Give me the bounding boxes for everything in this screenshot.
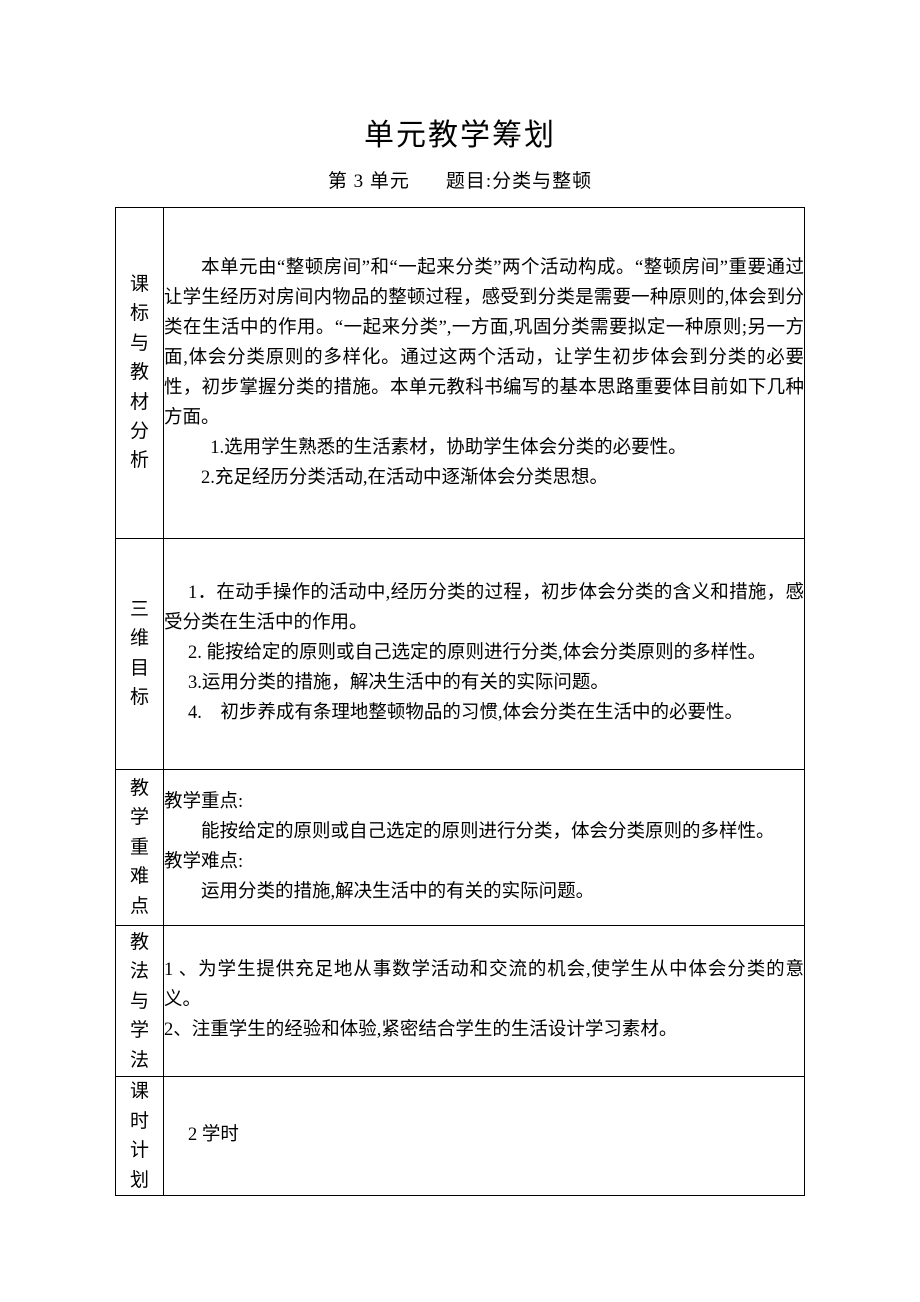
row-label-char: 分 xyxy=(116,417,163,446)
row-label-char: 学 xyxy=(116,1016,163,1045)
content-paragraph: 本单元由“整顿房间”和“一起来分类”两个活动构成。“整顿房间”重要通过让学生经历… xyxy=(164,254,804,434)
plan-table: 课标与教材分析本单元由“整顿房间”和“一起来分类”两个活动构成。“整顿房间”重要… xyxy=(115,207,805,1196)
row-label-char: 重 xyxy=(116,833,163,862)
row-label-char: 维 xyxy=(116,624,163,653)
content-paragraph: 教学重点: xyxy=(164,788,804,818)
row-label-char: 法 xyxy=(116,1046,163,1075)
row-label-char: 法 xyxy=(116,957,163,986)
page: 单元教学筹划 第 3 单元题目:分类与整顿 课标与教材分析本单元由“整顿房间”和… xyxy=(0,0,920,1302)
row-label-char: 材 xyxy=(116,388,163,417)
row-label-char: 划 xyxy=(116,1166,163,1195)
content-paragraph: 3.运用分类的措施，解决生活中的有关的实际问题。 xyxy=(164,669,804,699)
row-label-char: 标 xyxy=(116,299,163,328)
plan-table-body: 课标与教材分析本单元由“整顿房间”和“一起来分类”两个活动构成。“整顿房间”重要… xyxy=(116,208,805,1196)
row-label-char: 计 xyxy=(116,1136,163,1165)
row-label: 教法与学法 xyxy=(116,926,164,1077)
row-content: 2 学时 xyxy=(164,1077,805,1196)
row-label: 三维目标 xyxy=(116,538,164,769)
row-label-char: 与 xyxy=(116,987,163,1016)
row-label-char: 学 xyxy=(116,803,163,832)
content-paragraph: 1.选用学生熟悉的生活素材，协助学生体会分类的必要性。 xyxy=(164,434,804,464)
content-paragraph: 1．在动手操作的活动中,经历分类的过程，初步体会分类的含义和措施，感受分类在生活… xyxy=(164,579,804,639)
page-title: 单元教学筹划 xyxy=(115,110,805,154)
content-paragraph: 2.充足经历分类活动,在活动中逐渐体会分类思想。 xyxy=(164,464,804,494)
row-label-char: 点 xyxy=(116,892,163,921)
content-paragraph: 能按给定的原则或自己选定的原则进行分类，体会分类原则的多样性。 xyxy=(164,818,804,848)
row-label-char: 标 xyxy=(116,683,163,712)
row-content: 教学重点:能按给定的原则或自己选定的原则进行分类，体会分类原则的多样性。教学难点… xyxy=(164,769,805,926)
row-content: 1 、为学生提供充足地从事数学活动和交流的机会,使学生从中体会分类的意义。2、注… xyxy=(164,926,805,1077)
row-content: 1．在动手操作的活动中,经历分类的过程，初步体会分类的含义和措施，感受分类在生活… xyxy=(164,538,805,769)
row-label-char: 教 xyxy=(116,774,163,803)
row-label-char: 目 xyxy=(116,654,163,683)
content-paragraph: 1 、为学生提供充足地从事数学活动和交流的机会,使学生从中体会分类的意义。 xyxy=(164,956,804,1016)
content-paragraph: 教学难点: xyxy=(164,848,804,878)
content-paragraph: 2 学时 xyxy=(164,1121,804,1151)
row-label-char: 难 xyxy=(116,862,163,891)
subtitle-right: 题目:分类与整顿 xyxy=(446,171,592,192)
subtitle-left: 第 3 单元 xyxy=(328,171,410,192)
table-row: 课时计划2 学时 xyxy=(116,1077,805,1196)
table-row: 教法与学法1 、为学生提供充足地从事数学活动和交流的机会,使学生从中体会分类的意… xyxy=(116,926,805,1077)
table-row: 三维目标1．在动手操作的活动中,经历分类的过程，初步体会分类的含义和措施，感受分… xyxy=(116,538,805,769)
row-label-char: 与 xyxy=(116,329,163,358)
row-label-char: 时 xyxy=(116,1107,163,1136)
table-row: 课标与教材分析本单元由“整顿房间”和“一起来分类”两个活动构成。“整顿房间”重要… xyxy=(116,208,805,539)
page-subtitle: 第 3 单元 题目:分类与整顿 xyxy=(115,166,805,193)
row-content: 本单元由“整顿房间”和“一起来分类”两个活动构成。“整顿房间”重要通过让学生经历… xyxy=(164,208,805,539)
row-label: 教学重难点 xyxy=(116,769,164,926)
row-label-char: 课 xyxy=(116,1077,163,1106)
row-label-char: 三 xyxy=(116,595,163,624)
content-paragraph: 4. 初步养成有条理地整顿物品的习惯,体会分类在生活中的必要性。 xyxy=(164,699,804,729)
content-paragraph: 运用分类的措施,解决生活中的有关的实际问题。 xyxy=(164,878,804,908)
row-label: 课标与教材分析 xyxy=(116,208,164,539)
row-label-char: 教 xyxy=(116,928,163,957)
row-label-char: 课 xyxy=(116,270,163,299)
row-label-char: 析 xyxy=(116,446,163,475)
table-row: 教学重难点教学重点:能按给定的原则或自己选定的原则进行分类，体会分类原则的多样性… xyxy=(116,769,805,926)
content-paragraph: 2、注重学生的经验和体验,紧密结合学生的生活设计学习素材。 xyxy=(164,1016,804,1046)
row-label: 课时计划 xyxy=(116,1077,164,1196)
row-label-char: 教 xyxy=(116,358,163,387)
content-paragraph: 2. 能按给定的原则或自己选定的原则进行分类,体会分类原则的多样性。 xyxy=(164,639,804,669)
